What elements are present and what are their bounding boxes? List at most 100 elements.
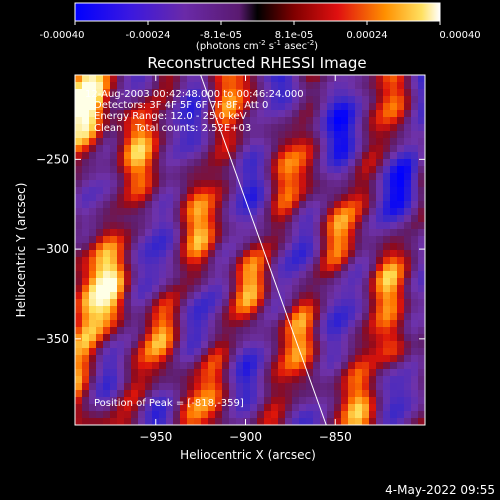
- heatmap-cell: [306, 306, 314, 314]
- heatmap-cell: [320, 96, 328, 104]
- heatmap-cell: [145, 397, 153, 405]
- heatmap-cell: [264, 89, 272, 97]
- heatmap-cell: [187, 390, 195, 398]
- heatmap-cell: [411, 271, 419, 279]
- heatmap-cell: [306, 243, 314, 251]
- heatmap-cell: [299, 138, 307, 146]
- heatmap-cell: [110, 264, 118, 272]
- heatmap-cell: [229, 334, 237, 342]
- heatmap-cell: [271, 180, 279, 188]
- heatmap-cell: [159, 362, 167, 370]
- heatmap-cell: [257, 348, 265, 356]
- heatmap-cell: [299, 117, 307, 125]
- heatmap-cell: [397, 201, 405, 209]
- heatmap-cell: [187, 369, 195, 377]
- heatmap-cell: [383, 117, 391, 125]
- heatmap-cell: [187, 124, 195, 132]
- heatmap-cell: [390, 103, 398, 111]
- heatmap-cell: [320, 194, 328, 202]
- heatmap-cell: [320, 138, 328, 146]
- heatmap-cell: [257, 278, 265, 286]
- heatmap-cell: [327, 285, 335, 293]
- heatmap-cell: [208, 166, 216, 174]
- heatmap-cell: [215, 180, 223, 188]
- heatmap-cell: [201, 131, 209, 139]
- heatmap-cell: [103, 397, 111, 405]
- heatmap-cell: [348, 292, 356, 300]
- heatmap-cell: [229, 411, 237, 419]
- heatmap-cell: [159, 278, 167, 286]
- heatmap-cell: [334, 145, 342, 153]
- heatmap-cell: [264, 117, 272, 125]
- heatmap-cell: [348, 215, 356, 223]
- heatmap-cell: [250, 194, 258, 202]
- heatmap-cell: [215, 110, 223, 118]
- heatmap-cell: [138, 341, 146, 349]
- heatmap-cell: [201, 355, 209, 363]
- heatmap-cell: [285, 215, 293, 223]
- heatmap-cell: [292, 201, 300, 209]
- heatmap-cell: [397, 180, 405, 188]
- heatmap-cell: [89, 138, 97, 146]
- heatmap-cell: [89, 208, 97, 216]
- heatmap-cell: [390, 173, 398, 181]
- heatmap-cell: [187, 362, 195, 370]
- heatmap-cell: [411, 411, 419, 419]
- heatmap-cell: [397, 124, 405, 132]
- heatmap-cell: [236, 285, 244, 293]
- heatmap-cell: [117, 320, 125, 328]
- heatmap-cell: [369, 124, 377, 132]
- heatmap-cell: [341, 383, 349, 391]
- heatmap-cell: [369, 194, 377, 202]
- heatmap-cell: [418, 418, 425, 425]
- heatmap-cell: [278, 404, 286, 412]
- heatmap-cell: [313, 271, 321, 279]
- heatmap-cell: [187, 180, 195, 188]
- heatmap-cell: [152, 383, 160, 391]
- heatmap-cell: [334, 334, 342, 342]
- heatmap-cell: [348, 75, 356, 83]
- heatmap-cell: [313, 376, 321, 384]
- heatmap-cell: [215, 82, 223, 90]
- heatmap-cell: [173, 187, 181, 195]
- heatmap-cell: [292, 89, 300, 97]
- heatmap-cell: [264, 264, 272, 272]
- heatmap-cell: [418, 257, 425, 265]
- heatmap-cell: [194, 411, 202, 419]
- heatmap-cell: [320, 362, 328, 370]
- heatmap-cell: [411, 418, 419, 425]
- heatmap-cell: [117, 271, 125, 279]
- heatmap-cell: [124, 145, 132, 153]
- heatmap-cell: [180, 320, 188, 328]
- heatmap-cell: [145, 313, 153, 321]
- heatmap-cell: [110, 313, 118, 321]
- heatmap-cell: [299, 243, 307, 251]
- heatmap-cell: [397, 250, 405, 258]
- heatmap-cell: [404, 411, 412, 419]
- heatmap-cell: [194, 117, 202, 125]
- heatmap-cell: [187, 89, 195, 97]
- heatmap-cell: [383, 180, 391, 188]
- heatmap-cell: [376, 166, 384, 174]
- heatmap-cell: [292, 138, 300, 146]
- heatmap-cell: [89, 271, 97, 279]
- heatmap-cell: [278, 341, 286, 349]
- heatmap-cell: [369, 152, 377, 160]
- heatmap-cell: [187, 306, 195, 314]
- heatmap-cell: [271, 208, 279, 216]
- heatmap-cell: [271, 89, 279, 97]
- heatmap-cell: [278, 194, 286, 202]
- heatmap-cell: [229, 145, 237, 153]
- heatmap-cell: [355, 404, 363, 412]
- heatmap-cell: [376, 418, 384, 425]
- heatmap-cell: [180, 271, 188, 279]
- heatmap-cell: [313, 180, 321, 188]
- heatmap-cell: [348, 390, 356, 398]
- heatmap-cell: [103, 187, 111, 195]
- heatmap-cell: [376, 103, 384, 111]
- heatmap-cell: [250, 215, 258, 223]
- heatmap-cell: [334, 397, 342, 405]
- heatmap-cell: [355, 229, 363, 237]
- heatmap-cell: [362, 390, 370, 398]
- heatmap-cell: [201, 124, 209, 132]
